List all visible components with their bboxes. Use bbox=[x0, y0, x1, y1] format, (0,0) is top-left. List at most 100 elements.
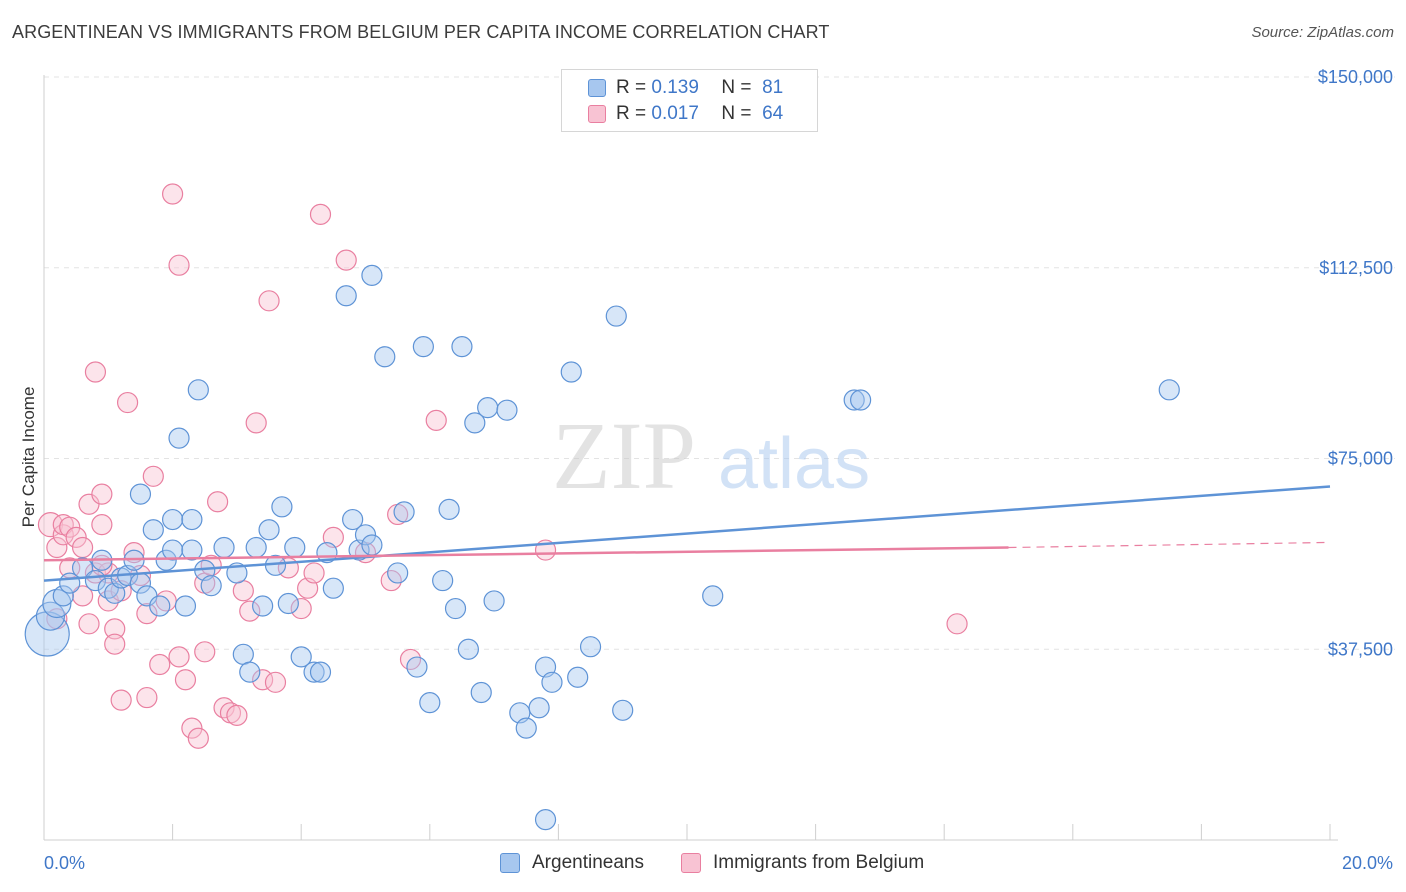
trend-line bbox=[43, 546, 1009, 562]
data-point bbox=[116, 391, 139, 414]
trend-line-extension bbox=[1008, 541, 1331, 549]
bottom-legend-swatch-argentineans bbox=[500, 853, 520, 873]
data-point bbox=[84, 361, 107, 383]
data-point bbox=[946, 613, 968, 635]
data-point bbox=[91, 483, 113, 505]
data-point bbox=[284, 536, 306, 559]
data-point bbox=[464, 412, 486, 434]
data-point bbox=[187, 379, 209, 401]
data-point bbox=[232, 580, 254, 602]
data-point bbox=[245, 536, 267, 559]
data-point bbox=[374, 346, 396, 368]
trend-line bbox=[43, 485, 1331, 582]
data-point bbox=[149, 653, 171, 676]
data-point bbox=[174, 669, 197, 691]
data-point bbox=[579, 636, 602, 658]
series-argentineans-points bbox=[24, 264, 1180, 831]
data-point bbox=[419, 692, 441, 714]
legend-r-label: R = bbox=[616, 103, 647, 124]
data-point bbox=[451, 335, 473, 358]
x-axis-tick-labels: 0.0% 20.0% bbox=[44, 853, 1393, 873]
data-point bbox=[361, 534, 383, 556]
data-point bbox=[605, 305, 627, 327]
legend: R = 0.139 N = 81 R = 0.017 N = 64 bbox=[561, 69, 818, 132]
bottom-legend-label-argentineans: Argentineans bbox=[532, 852, 644, 873]
data-point bbox=[387, 562, 409, 584]
data-point bbox=[91, 514, 113, 536]
bottom-legend: Argentineans Immigrants from Belgium bbox=[0, 852, 1406, 878]
data-point bbox=[162, 539, 184, 561]
data-point bbox=[406, 656, 428, 678]
data-point bbox=[457, 638, 479, 660]
legend-r-label: R = bbox=[616, 77, 647, 98]
data-point bbox=[515, 717, 537, 739]
data-point bbox=[322, 577, 344, 599]
data-point bbox=[149, 595, 171, 617]
data-point bbox=[142, 465, 164, 487]
data-point bbox=[412, 335, 434, 358]
data-point bbox=[207, 491, 229, 513]
data-point bbox=[239, 600, 261, 622]
data-point bbox=[560, 361, 582, 383]
bottom-legend-label-belgium: Immigrants from Belgium bbox=[713, 852, 925, 873]
data-point bbox=[1158, 379, 1180, 401]
data-point bbox=[155, 549, 177, 571]
data-point bbox=[136, 603, 158, 625]
data-point bbox=[335, 249, 357, 271]
data-point bbox=[162, 183, 184, 205]
chart-title: ARGENTINEAN VS IMMIGRANTS FROM BELGIUM P… bbox=[12, 22, 830, 42]
data-point bbox=[46, 536, 68, 559]
data-point bbox=[432, 569, 454, 592]
legend-swatch-belgium bbox=[588, 105, 606, 123]
data-point bbox=[258, 290, 280, 312]
legend-n-label: N = bbox=[721, 103, 752, 124]
data-point bbox=[850, 389, 872, 411]
data-point bbox=[702, 585, 724, 607]
data-point bbox=[342, 508, 364, 531]
data-point bbox=[232, 643, 254, 665]
data-point bbox=[335, 285, 357, 307]
data-point bbox=[303, 562, 325, 584]
legend-row-belgium: R = 0.017 N = 64 bbox=[588, 101, 783, 127]
data-point bbox=[71, 585, 94, 607]
data-point bbox=[194, 641, 216, 663]
bottom-legend-item-belgium: Immigrants from Belgium bbox=[681, 852, 924, 874]
legend-row-argentineans: R = 0.139 N = 81 bbox=[588, 75, 783, 101]
data-point bbox=[303, 661, 325, 683]
data-point bbox=[226, 704, 248, 726]
data-point bbox=[483, 590, 505, 612]
data-point bbox=[271, 496, 293, 518]
legend-n-value: 81 bbox=[762, 77, 784, 98]
y-tick-label: $112,500 bbox=[1319, 258, 1393, 278]
y-tick-label: $75,000 bbox=[1328, 449, 1393, 469]
data-point bbox=[534, 809, 557, 831]
data-point bbox=[65, 526, 87, 548]
x-tick-label: 20.0% bbox=[1342, 853, 1393, 873]
data-point bbox=[181, 508, 203, 531]
data-point bbox=[71, 536, 94, 559]
legend-n-label: N = bbox=[721, 77, 752, 98]
data-point bbox=[162, 508, 184, 531]
x-axis-ticks bbox=[172, 824, 1331, 840]
data-point bbox=[264, 671, 287, 693]
data-point bbox=[187, 727, 209, 749]
data-point bbox=[142, 519, 164, 541]
data-point bbox=[129, 483, 152, 505]
data-point bbox=[239, 661, 261, 683]
data-point bbox=[181, 717, 203, 739]
watermark-atlas: atlas bbox=[718, 424, 870, 504]
data-point bbox=[181, 539, 203, 561]
data-point bbox=[168, 427, 190, 449]
watermark: ZIP atlas bbox=[552, 402, 870, 509]
data-point bbox=[567, 666, 589, 688]
data-point bbox=[245, 412, 267, 434]
data-point bbox=[123, 542, 145, 564]
y-tick-label: $37,500 bbox=[1328, 639, 1393, 659]
data-point bbox=[200, 575, 222, 597]
legend-swatch-argentineans bbox=[588, 79, 606, 97]
data-point bbox=[174, 595, 197, 617]
data-point bbox=[361, 264, 383, 286]
data-point bbox=[309, 203, 332, 225]
data-point bbox=[496, 399, 518, 421]
